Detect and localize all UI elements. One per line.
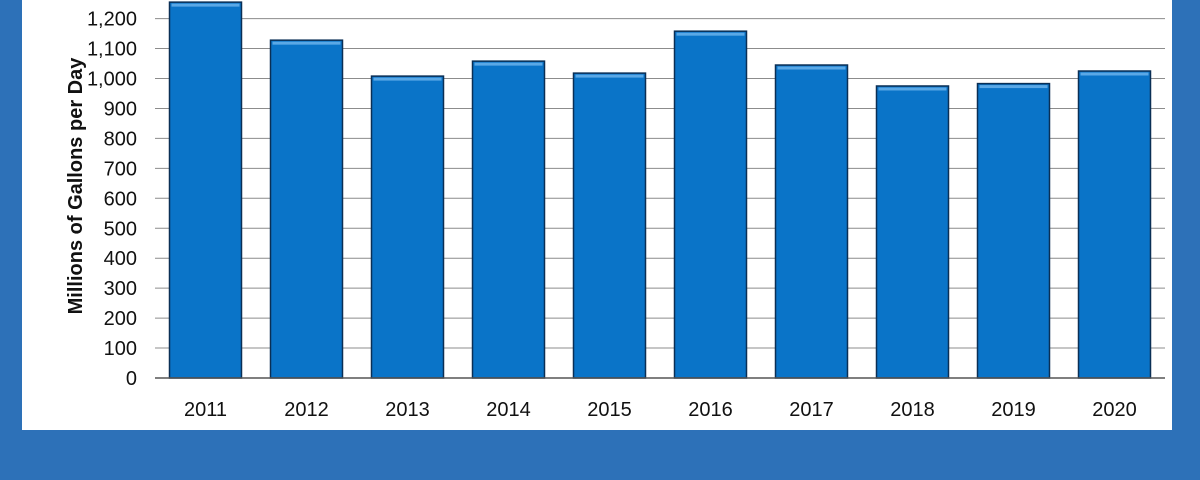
- x-tick-label: 2015: [587, 399, 632, 421]
- y-tick-label: 400: [104, 248, 137, 270]
- x-tick-label: 2018: [890, 399, 935, 421]
- bar: [572, 72, 647, 379]
- y-tick-label: 700: [104, 158, 137, 180]
- bar: [976, 82, 1051, 379]
- bar: [673, 30, 748, 379]
- y-tick-label: 800: [104, 128, 137, 150]
- y-axis-ticks: 0 100 200 300 400 500 600 700 800 900 1,000 1,100 1,…: [87, 9, 137, 390]
- chart-panel: 0 100 200 300 400 500 600 700 800 900 1,000 1,100 1,…: [22, 0, 1172, 430]
- x-tick-label: 2019: [991, 399, 1036, 421]
- y-tick-label: 0: [126, 368, 137, 390]
- x-tick-label: 2013: [385, 399, 430, 421]
- bars: [168, 1, 1152, 379]
- y-tick-label: 1,000: [87, 69, 137, 91]
- bar: [774, 64, 849, 379]
- bar-highlight: [979, 85, 1048, 89]
- x-tick-label: 2017: [789, 399, 834, 421]
- y-tick-label: 300: [104, 278, 137, 300]
- x-tick-label: 2014: [486, 399, 531, 421]
- y-tick-label: 100: [104, 338, 137, 360]
- bar: [1077, 70, 1152, 379]
- bar-highlight: [474, 62, 543, 66]
- bar-highlight: [171, 3, 240, 7]
- bar-highlight: [272, 41, 341, 45]
- bar: [370, 75, 445, 379]
- y-tick-label: 200: [104, 308, 137, 330]
- bar-highlight: [575, 74, 644, 78]
- y-tick-label: 1,200: [87, 9, 137, 31]
- x-axis-ticks: 2011 2012 2013 2014 2015 2016 2017 2018 2019 2020: [184, 399, 1137, 421]
- x-tick-label: 2016: [688, 399, 733, 421]
- bar-highlight: [1080, 72, 1149, 76]
- bar-highlight: [676, 32, 745, 36]
- bar-chart: 0 100 200 300 400 500 600 700 800 900 1,000 1,100 1,…: [65, 1, 1165, 421]
- bar: [471, 60, 546, 379]
- y-tick-label: 600: [104, 188, 137, 210]
- y-axis-title: Millions of Gallons per Day: [65, 57, 87, 315]
- bar-highlight: [777, 66, 846, 70]
- bar: [168, 1, 243, 379]
- x-tick-label: 2012: [284, 399, 329, 421]
- bar: [269, 39, 344, 379]
- bar-highlight: [373, 77, 442, 81]
- x-tick-label: 2020: [1092, 399, 1137, 421]
- y-tick-label: 1,100: [87, 39, 137, 61]
- y-tick-label: 900: [104, 98, 137, 120]
- bar: [875, 85, 950, 379]
- bar-highlight: [878, 87, 947, 91]
- y-tick-label: 500: [104, 218, 137, 240]
- x-tick-label: 2011: [184, 399, 227, 421]
